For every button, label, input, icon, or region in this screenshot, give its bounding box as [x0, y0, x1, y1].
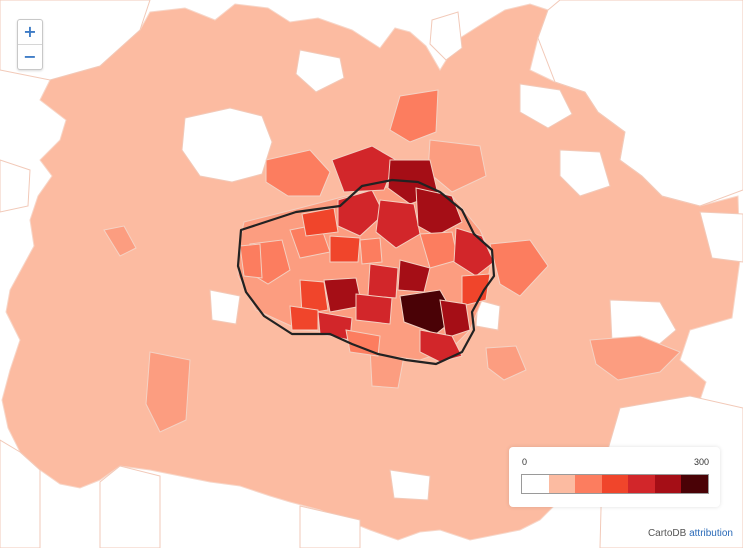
legend-max-label: 300	[693, 457, 709, 467]
zoom-out-button[interactable]: −	[18, 44, 42, 69]
attribution-link[interactable]: attribution	[689, 528, 733, 539]
map-attribution: CartoDB attribution	[643, 527, 737, 540]
legend-color-scale	[521, 474, 709, 494]
legend-swatch-3	[601, 475, 629, 493]
legend-swatch-4	[628, 475, 655, 493]
legend-min-label: 0	[522, 457, 528, 467]
zoom-in-button[interactable]: +	[23, 22, 37, 41]
outer-districts	[103, 89, 681, 433]
legend-swatch-5	[654, 475, 682, 493]
ring-outline	[236, 178, 496, 366]
inner-districts	[237, 145, 495, 363]
legend-swatch-1	[548, 475, 576, 493]
legend-swatch-0	[522, 475, 549, 493]
attribution-provider: CartoDB	[647, 528, 687, 539]
legend-swatch-6	[681, 475, 709, 493]
legend-swatch-2	[575, 475, 602, 493]
legend: 0 300	[509, 447, 720, 507]
zoom-control: + −	[17, 19, 43, 70]
